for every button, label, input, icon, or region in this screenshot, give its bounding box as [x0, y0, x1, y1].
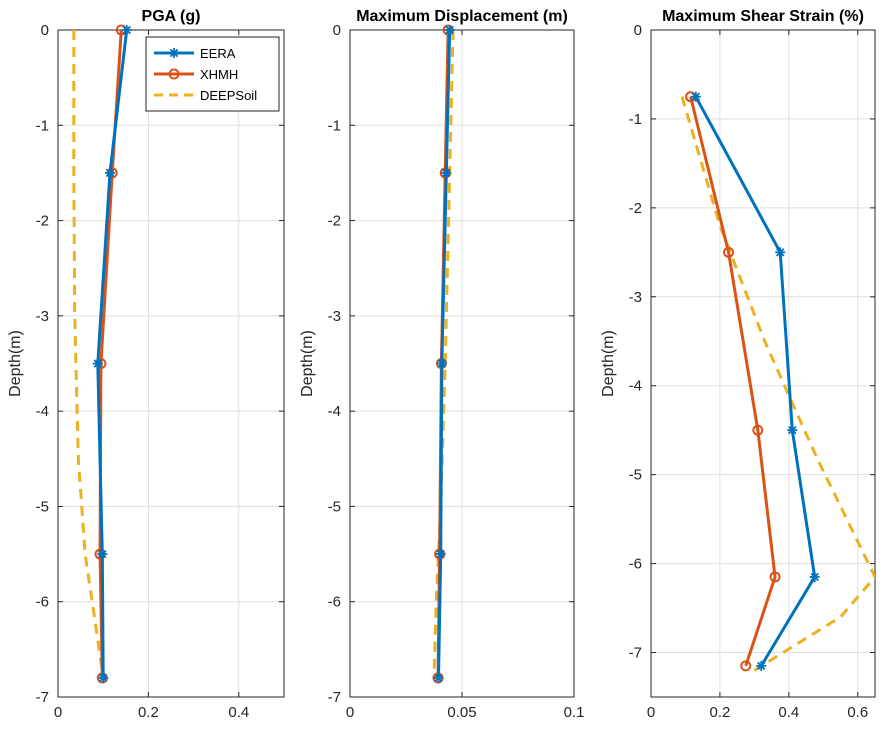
chart-title: Maximum Shear Strain (%)	[662, 8, 864, 25]
legend-entry-deepsoil: DEEPSoil	[154, 88, 257, 103]
y-tick-label: -5	[36, 498, 49, 515]
data-point-eera	[435, 549, 446, 560]
star-stroke-d2	[691, 92, 701, 101]
data-point-eera	[97, 549, 108, 560]
y-tick-label: -2	[629, 200, 642, 217]
y-tick-label: -2	[328, 213, 341, 230]
y-tick-label: -4	[629, 378, 642, 395]
chart-1: 0 0.2 0.4 0 -1 -2 -3 -4 -5 -6 -7 Depth(m) PGA (g) EER…	[7, 8, 285, 721]
star-stroke-d2	[105, 168, 115, 178]
data-point-eera	[775, 247, 786, 258]
data-point-xhmh	[769, 571, 781, 583]
legend-marker	[168, 68, 180, 80]
star-stroke-d2	[810, 572, 819, 582]
y-tick-label: -1	[629, 111, 642, 128]
x-tick-label: 0.05	[447, 704, 476, 721]
y-tick-label: -3	[629, 289, 642, 306]
axes-box	[57, 29, 285, 698]
star-stroke-d2	[436, 549, 445, 559]
data-point-eera	[441, 167, 452, 178]
data-point-eera	[433, 672, 444, 683]
y-tick-label: -5	[629, 467, 642, 484]
legend-entry-xhmh: XHMH	[154, 67, 238, 82]
star-stroke-d2	[775, 248, 785, 257]
y-tick-label: -7	[36, 689, 49, 706]
series-line-xhmh	[689, 96, 777, 667]
x-tick-label: 0	[54, 704, 62, 721]
star-stroke-d2	[98, 549, 107, 559]
star-stroke-d2	[98, 673, 108, 683]
legend-marker-d2	[169, 48, 179, 58]
y-tick-label: -4	[36, 403, 49, 420]
plot-area	[651, 30, 875, 697]
series-line-deepsoil	[432, 30, 455, 678]
star-stroke-d2	[434, 673, 443, 683]
data-point-xhmh	[723, 246, 735, 258]
data-point-eera	[121, 25, 132, 35]
y-tick-label: -7	[328, 689, 341, 706]
y-tick-label: -1	[36, 117, 49, 134]
chart-title: Maximum Displacement (m)	[356, 8, 568, 25]
y-tick-label: -6	[328, 594, 341, 611]
legend-entry-eera: EERA	[154, 46, 236, 61]
x-tick-label: 0.1	[564, 704, 585, 721]
data-point-eera	[436, 358, 447, 369]
x-tick-label: 0	[346, 704, 354, 721]
data-point-eera	[98, 672, 109, 683]
y-tick-label: -5	[328, 498, 341, 515]
star-stroke-d2	[437, 359, 447, 368]
y-tick-label: -4	[328, 403, 341, 420]
series-line-deepsoil	[72, 30, 105, 679]
axes-box	[650, 29, 876, 698]
x-tick-label: 0.4	[228, 704, 249, 721]
x-tick-label: 0.4	[778, 704, 799, 721]
data-point-eera	[104, 167, 115, 178]
y-tick-label: -3	[328, 308, 341, 325]
x-tick-label: 0.6	[847, 704, 868, 721]
legend: EERA XHMH DEEPSoil	[145, 36, 280, 112]
chart-2: 0 0.05 0.1 0 -1 -2 -3 -4 -5 -6 -7 Depth(m) Maximum D…	[299, 8, 584, 721]
legend-label: EERA	[200, 46, 236, 61]
data-point-xhmh	[740, 660, 752, 672]
y-tick-label: -7	[629, 645, 642, 662]
legend-label: DEEPSoil	[200, 88, 257, 103]
x-tick-label: 0.2	[138, 704, 159, 721]
y-tick-label: 0	[333, 22, 341, 39]
y-axis-label: Depth(m)	[299, 330, 316, 397]
star-stroke-d2	[788, 425, 797, 435]
star-stroke-d2	[122, 25, 131, 35]
y-tick-label: -2	[36, 213, 49, 230]
y-axis-label: Depth(m)	[7, 330, 24, 397]
y-tick-label: -6	[36, 594, 49, 611]
data-point-eera	[809, 571, 820, 582]
legend-box	[145, 36, 280, 112]
y-tick-label: 0	[41, 22, 49, 39]
chart-title: PGA (g)	[142, 8, 201, 25]
data-point-xhmh	[752, 424, 764, 436]
star-stroke-d2	[93, 359, 103, 368]
y-tick-label: 0	[634, 22, 642, 39]
legend-label: XHMH	[200, 67, 238, 82]
star-stroke-d2	[757, 661, 766, 671]
data-point-eera	[787, 425, 798, 436]
y-axis-label: Depth(m)	[600, 330, 617, 397]
chart-3: 0 0.2 0.4 0.6 0 -1 -2 -3 -4 -5 -6 -7 Depth(m) Maximum…	[600, 8, 876, 721]
y-tick-label: -6	[629, 556, 642, 573]
star-stroke-d2	[445, 25, 454, 35]
x-tick-label: 0.2	[709, 704, 730, 721]
data-point-eera	[756, 660, 767, 671]
star-stroke-d2	[442, 168, 451, 178]
y-tick-label: -3	[36, 308, 49, 325]
x-tick-label: 0	[647, 704, 655, 721]
y-tick-label: -1	[328, 117, 341, 134]
data-point-eera	[92, 358, 103, 369]
data-point-eera	[690, 91, 701, 102]
data-point-eera	[444, 25, 455, 35]
